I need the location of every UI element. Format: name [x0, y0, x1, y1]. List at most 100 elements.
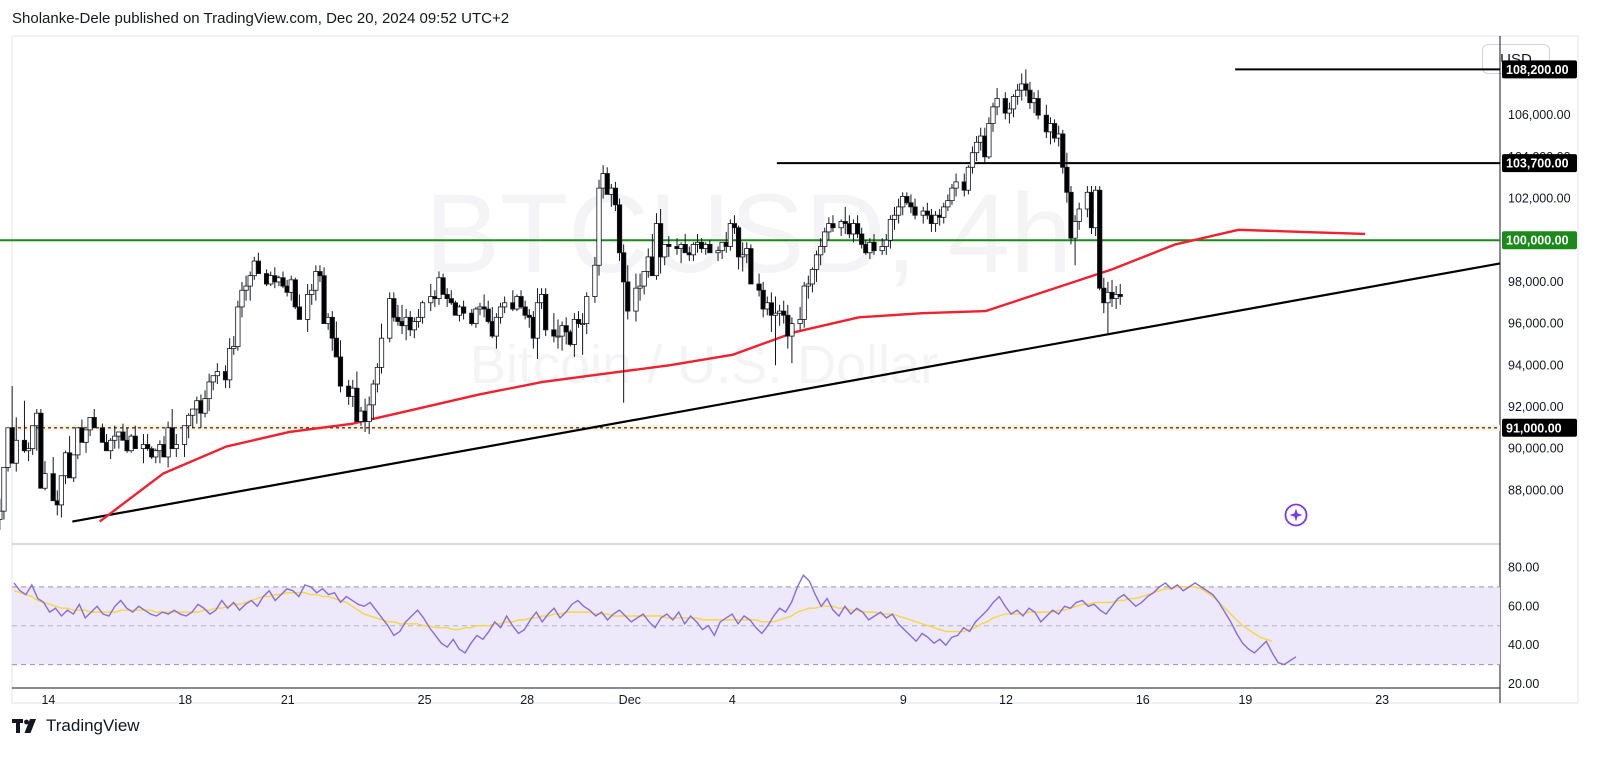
time-tick-label: 14 — [41, 693, 55, 707]
candle-body — [690, 244, 697, 256]
candle-body — [748, 248, 754, 285]
candle-body — [604, 173, 610, 195]
price-tag-bg — [1502, 154, 1577, 173]
time-tick-label: 9 — [900, 693, 907, 707]
candle-body — [534, 302, 541, 339]
candle-body — [522, 306, 528, 316]
candle-body — [612, 187, 619, 206]
candle-body — [502, 302, 508, 308]
price-tag-bg — [1502, 418, 1577, 437]
candle-body — [715, 250, 721, 254]
candle-body — [924, 210, 930, 216]
candle-body — [1015, 89, 1021, 97]
candle-body — [584, 296, 590, 324]
candle-body — [596, 187, 602, 266]
rsi-tick-label: 80.00 — [1508, 560, 1539, 574]
candle-body — [1076, 208, 1082, 222]
candle-body — [370, 383, 376, 406]
candle-body — [662, 244, 668, 258]
candle-body — [1072, 221, 1078, 239]
footer-brand[interactable]: TradingView — [12, 716, 140, 736]
candle-body — [666, 244, 672, 247]
candle-body — [21, 439, 28, 452]
candle-body — [144, 444, 151, 450]
candle-body — [818, 246, 824, 256]
candle-body — [378, 337, 385, 368]
candle-body — [481, 306, 487, 310]
price-tags: 108,200.00 103,700.00 100,000.00 91,000.00 — [1502, 60, 1577, 437]
candle-body — [637, 285, 643, 289]
candle-body — [912, 206, 918, 216]
time-axis[interactable]: 14 18 21 25 28 Dec 4 9 12 16 19 23 — [41, 693, 1389, 707]
candle-body — [575, 319, 582, 324]
candle-body — [497, 306, 504, 318]
candle-body — [727, 223, 733, 247]
candle-body — [181, 425, 188, 445]
candle-body — [990, 106, 996, 124]
rsi-tick-label: 40.00 — [1508, 638, 1539, 652]
price-tick-label: 94,000.00 — [1508, 358, 1564, 372]
candle-body — [932, 214, 939, 224]
rsi-tick-label: 60.00 — [1508, 599, 1539, 613]
candle-body — [387, 298, 393, 339]
candle-body — [949, 187, 955, 202]
candle-body — [891, 214, 898, 220]
candle-body — [227, 348, 233, 381]
watermark-description: Bitcoin / U.S. Dollar — [470, 335, 938, 395]
ema-layer — [98, 228, 1366, 523]
candle-body — [99, 427, 106, 443]
price-tag-bg — [1502, 60, 1577, 79]
candle-body — [214, 371, 220, 377]
candle-body — [231, 346, 237, 350]
ema-line — [98, 228, 1366, 523]
candle-body — [366, 404, 372, 422]
candle-body — [395, 316, 401, 322]
candle-body — [551, 329, 557, 337]
candle-body — [202, 398, 208, 414]
candle-body — [518, 296, 524, 308]
candle-body — [657, 223, 664, 258]
candle-body — [210, 375, 216, 383]
candle-body — [42, 473, 48, 489]
sparkle-icon[interactable] — [1284, 503, 1308, 527]
candle-body — [460, 306, 467, 314]
candle-body — [1068, 191, 1074, 239]
candle-body — [120, 431, 126, 441]
tradingview-logo-icon — [12, 719, 36, 733]
candle-body — [153, 450, 159, 458]
candle-body — [887, 218, 894, 241]
candle-body — [317, 271, 323, 277]
candle-body — [391, 298, 397, 318]
candle-body — [30, 425, 36, 450]
candle-body — [965, 166, 971, 191]
candle-body — [1035, 98, 1041, 116]
candle-body — [305, 294, 311, 320]
time-tick-label: 19 — [1238, 693, 1252, 707]
candle-body — [994, 98, 1000, 108]
candle-body — [280, 277, 286, 287]
candle-body — [206, 381, 212, 400]
price-tag-label: 103,700.00 — [1506, 157, 1569, 171]
candle-body — [58, 475, 64, 506]
candle-body — [173, 444, 179, 450]
time-tick-label: 4 — [729, 693, 736, 707]
candle-body — [707, 244, 713, 254]
price-tick-label: 88,000.00 — [1508, 483, 1564, 497]
time-tick-label: 16 — [1136, 693, 1150, 707]
candle-body — [1010, 96, 1017, 110]
time-tick-label: 25 — [418, 693, 432, 707]
price-axis[interactable]: 88,000.00 90,000.00 92,000.00 94,000.00 96,0… — [1508, 108, 1571, 497]
candle-body — [169, 427, 175, 450]
candle-body — [239, 289, 245, 308]
candle-body — [1006, 108, 1013, 114]
price-tick-label: 96,000.00 — [1508, 317, 1564, 331]
candle-body — [526, 314, 532, 318]
candle-body — [243, 285, 249, 291]
candle-body — [543, 294, 549, 331]
rsi-axis[interactable]: 80.00 60.00 40.00 20.00 — [1508, 560, 1539, 691]
candle-body — [973, 141, 980, 154]
candle-body — [0, 510, 3, 520]
price-tick-label: 90,000.00 — [1508, 442, 1564, 456]
candle-body — [473, 308, 479, 324]
